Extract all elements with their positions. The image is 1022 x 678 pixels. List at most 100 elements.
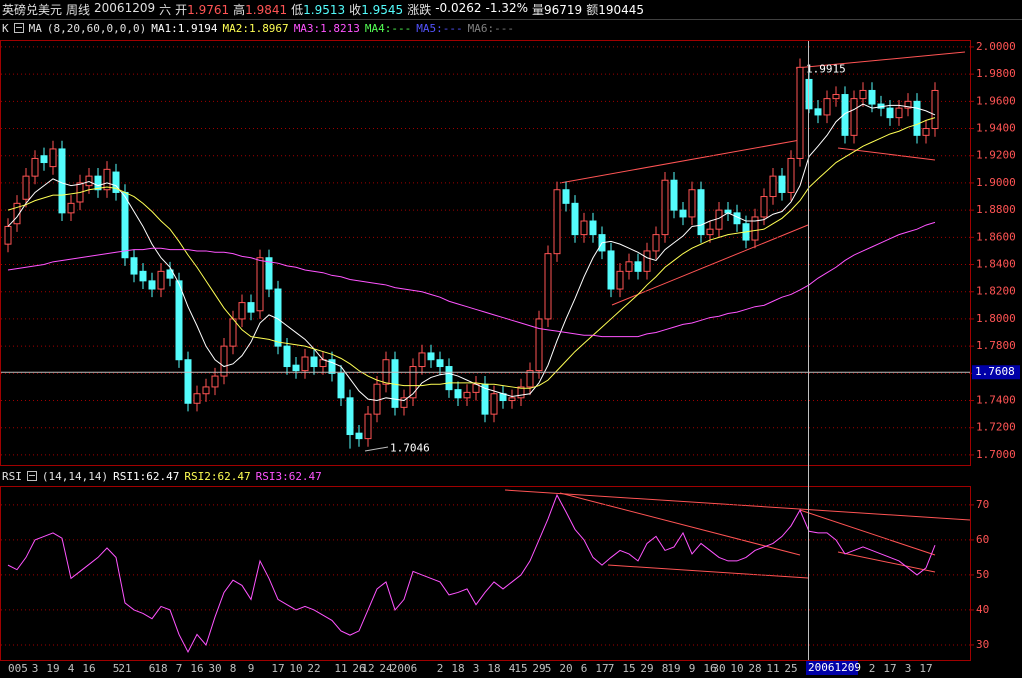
x-tick-label: 9: [248, 662, 255, 675]
candle-body: [634, 261, 642, 272]
collapse-icon[interactable]: [26, 471, 37, 481]
candle-body: [301, 356, 309, 372]
trendline: [559, 139, 801, 184]
x-tick-label: 7: [176, 662, 183, 675]
candle-body: [166, 269, 174, 279]
y-tick-label: 1.9400: [976, 122, 1016, 135]
x-tick-label: 25: [784, 662, 797, 675]
candle-body: [373, 383, 381, 415]
candle-body: [58, 148, 66, 214]
candle-body: [580, 220, 588, 236]
y-tick-label: 40: [976, 603, 989, 616]
candle-body: [841, 94, 849, 136]
x-tick-label: 20: [559, 662, 572, 675]
rsi-panel: [0, 486, 971, 661]
candle-body: [454, 389, 462, 399]
candle-body: [769, 175, 777, 198]
x-tick-label: 4: [509, 662, 516, 675]
candle-body: [121, 191, 129, 259]
candle-body: [814, 108, 822, 116]
legend-entry: MA5:---: [416, 21, 463, 35]
crosshair-label: 20061209: [808, 661, 861, 674]
candle-body: [544, 253, 552, 320]
y-tick-label: 70: [976, 498, 989, 511]
field-label: 额: [586, 3, 599, 17]
candle-body: [823, 98, 831, 116]
x-tick-label: 19: [46, 662, 59, 675]
candle-body: [589, 220, 597, 236]
candle-body: [67, 202, 75, 214]
x-tick-label: 18: [154, 662, 167, 675]
x-tick-label: 30: [712, 662, 725, 675]
candle-body: [292, 364, 300, 372]
x-tick-label: 10: [289, 662, 302, 675]
trendline: [837, 551, 936, 573]
trendlines: [364, 51, 971, 579]
collapse-icon[interactable]: [13, 23, 24, 33]
x-tick-label: 17: [271, 662, 284, 675]
y-tick-label: 1.8000: [976, 312, 1016, 325]
params: (14,14,14): [41, 469, 109, 483]
crosshair-label-box: [806, 661, 858, 675]
x-tick-label: 3: [32, 662, 39, 675]
candle-body: [148, 280, 156, 290]
x-tick-label: 2: [437, 662, 444, 675]
candle-body: [193, 393, 201, 404]
legend-entry: MA4:---: [364, 21, 412, 35]
y-tick-label: 1.7400: [976, 394, 1016, 407]
panel-label: K: [2, 21, 9, 35]
period: 周线: [66, 3, 91, 17]
candle-body: [859, 89, 867, 100]
series-line: [7, 493, 936, 654]
change: -0.0262: [435, 1, 482, 15]
x-tick-label: 7: [608, 662, 615, 675]
trendline: [837, 147, 936, 161]
candle-body: [202, 386, 210, 395]
candle-body: [535, 318, 543, 372]
params: (8,20,60,0,0,0): [46, 21, 147, 35]
candle-body: [787, 157, 795, 193]
field-value: 1.9761: [187, 3, 230, 17]
legend-entry: MA1:1.9194: [151, 21, 218, 35]
field-value: 190445: [598, 3, 645, 17]
legend-entry: MA6:---: [467, 21, 514, 35]
x-tick-label: 2006: [391, 662, 418, 675]
change-label: 涨跌: [407, 3, 432, 17]
x-tick-label: 005: [8, 662, 28, 675]
candle-body: [49, 148, 57, 168]
annotation: 1.9915: [806, 62, 846, 75]
candle-body: [220, 345, 228, 377]
y-tick-label: 1.8400: [976, 258, 1016, 271]
candle-body: [445, 366, 453, 391]
candle-body: [931, 89, 939, 130]
candle-body: [283, 345, 291, 368]
candle-body: [832, 94, 840, 100]
field-value: 1.9841: [245, 3, 288, 17]
candle-body: [229, 318, 237, 347]
x-tick-label: 11: [766, 662, 779, 675]
field: 高1.9841: [233, 1, 287, 18]
y-tick-label: 1.7800: [976, 339, 1016, 352]
field: 开1.9761: [175, 1, 229, 18]
x-tick-label: 16: [703, 662, 716, 675]
candle-body: [607, 250, 615, 290]
candle-body: [103, 168, 111, 191]
candle-body: [22, 175, 30, 200]
candle-body: [850, 98, 858, 136]
candle-body: [85, 175, 93, 187]
candle-body: [715, 209, 723, 230]
candle-body: [706, 228, 714, 236]
trendline: [607, 564, 809, 579]
field-label: 高: [233, 3, 246, 17]
candle-body: [508, 397, 516, 402]
x-tick-label: 17: [883, 662, 896, 675]
x-tick-label: 18: [487, 662, 500, 675]
x-tick-label: 9: [689, 662, 696, 675]
field-value: 1.9513: [303, 3, 346, 17]
candle-body: [553, 189, 561, 255]
change-pct: -1.32%: [485, 1, 528, 15]
candle-body: [346, 397, 354, 436]
x-tick-label: 5: [545, 662, 552, 675]
candle-body: [625, 261, 633, 272]
